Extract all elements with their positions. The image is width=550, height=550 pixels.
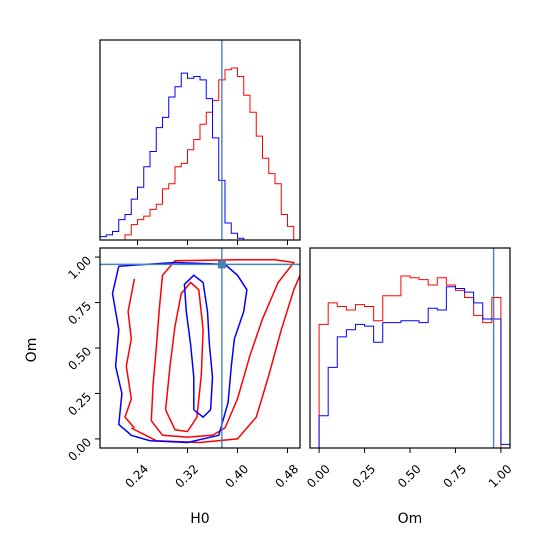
contour-red-inner [164,281,204,433]
om-x-tick-label-4: 1.00 [486,462,515,491]
om-x-tick-label-0: 0.00 [304,462,333,491]
h0-tick-label-1: 0.32 [172,462,201,491]
h0-hist-red [100,67,300,241]
om-y-tick-label-2: 0.50 [65,344,94,373]
om-axis-label-x: Om [398,511,423,527]
h0-tick-label-2: 0.40 [222,462,251,491]
om-y-tick-label-3: 0.75 [65,299,94,328]
om-x-tick-label-2: 0.50 [395,462,424,491]
h0-tick-label-0: 0.24 [122,462,151,491]
om-x-tick-label-3: 0.75 [440,462,469,491]
h0-hist-blue [100,72,300,241]
om-y-tick-label-0: 0.00 [65,435,94,464]
h0-hist-frame [99,39,301,241]
om-y-tick-label-1: 0.25 [65,390,94,419]
contour-red-left-wiggle [124,278,136,429]
om-hist-blue [310,286,510,449]
contour-blue-outer [111,261,248,444]
om-y-tick-label-4: 1.00 [65,253,94,282]
om-axis-label-y: Om [24,338,40,363]
contour-group [111,259,300,444]
contour-red-outermost [130,275,300,444]
h0-histogram-panel [99,39,301,245]
om-hist-red [310,275,510,449]
joint-truth-marker [217,260,226,269]
h0-om-contour-panel: 0.24 0.32 0.40 0.48 0.00 0.25 0.50 0.75 1.00 [65,247,301,491]
contour-red-outer [150,259,296,438]
h0-tick-label-3: 0.48 [272,462,301,491]
h0-axis-label: H0 [190,511,209,527]
contour-blue-inner [183,274,214,419]
om-histogram-panel: 0.00 0.25 0.50 0.75 1.00 [304,247,515,491]
om-x-tick-label-1: 0.25 [350,462,379,491]
